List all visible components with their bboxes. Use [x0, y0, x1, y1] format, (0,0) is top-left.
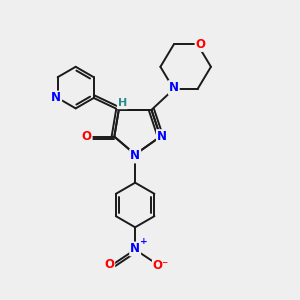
Text: O: O — [82, 130, 92, 143]
Text: O: O — [104, 258, 114, 271]
Text: N: N — [51, 92, 61, 104]
Text: O: O — [196, 38, 206, 51]
Text: N: N — [130, 242, 140, 256]
Text: N: N — [130, 149, 140, 162]
Text: O⁻: O⁻ — [153, 260, 169, 272]
Text: H: H — [118, 98, 127, 108]
Text: N: N — [169, 81, 179, 94]
Text: N: N — [157, 130, 167, 143]
Text: +: + — [140, 237, 148, 246]
